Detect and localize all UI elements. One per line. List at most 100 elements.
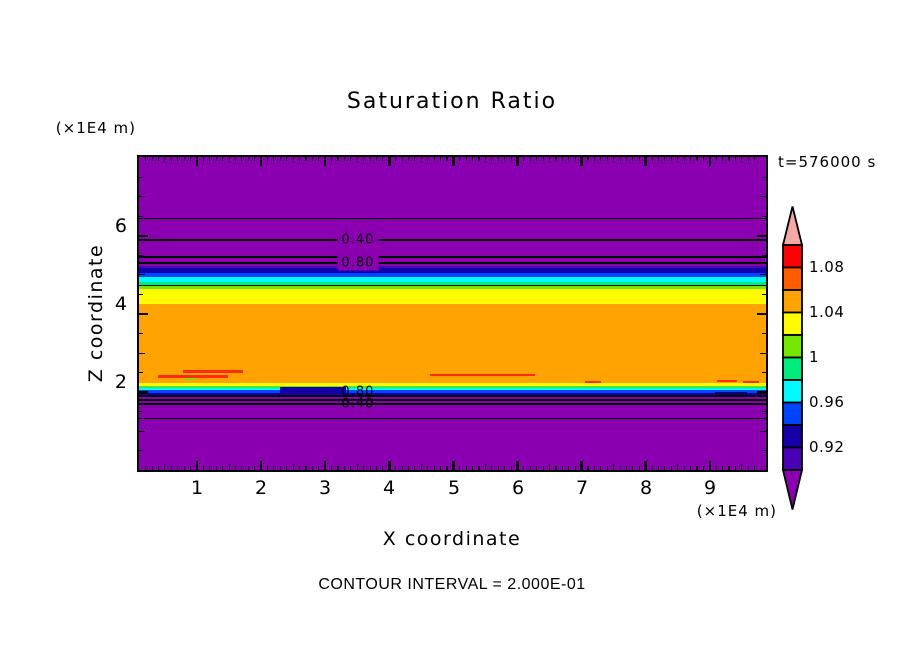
x-tick-label-7: 7 (575, 477, 589, 499)
x-tick-mark (664, 157, 666, 161)
x-tick-label-2: 2 (254, 477, 268, 499)
x-tick-mark (266, 466, 269, 470)
z-tick-mark (762, 372, 766, 374)
z-tick-mark (762, 450, 766, 452)
x-tick-label-6: 6 (511, 477, 525, 499)
x-tick-mark (414, 466, 416, 470)
x-tick-mark (613, 464, 615, 470)
x-tick-mark (202, 466, 204, 470)
colorbar-label-1: 1.04 (809, 303, 845, 321)
z-tick-mark (139, 352, 145, 354)
x-tick-mark (228, 464, 230, 470)
x-tick-mark (568, 466, 570, 470)
x-tick-mark (516, 461, 519, 470)
z-tick-mark (757, 312, 766, 316)
z-tick-mark (762, 215, 766, 217)
x-tick-mark (254, 157, 256, 161)
x-tick-mark (510, 157, 512, 161)
x-tick-mark (459, 157, 461, 161)
color-band-indigo (139, 265, 766, 268)
x-tick-mark (497, 157, 499, 161)
x-tick-mark (145, 466, 147, 470)
x-tick-mark (234, 157, 237, 161)
color-band-blue (139, 389, 766, 393)
x-tick-mark (613, 157, 615, 163)
x-tick-mark (523, 157, 525, 161)
x-tick-label-1: 1 (190, 477, 204, 499)
x-tick-mark (664, 466, 666, 470)
x-tick-mark (363, 157, 365, 161)
x-tick-mark (670, 157, 672, 161)
x-tick-mark (222, 466, 224, 470)
detail-spot (182, 370, 244, 374)
colorbar-segment-orangered (782, 266, 803, 291)
color-band-spring (139, 281, 766, 286)
x-tick-mark (593, 157, 595, 161)
x-tick-mark (170, 157, 172, 161)
x-tick-mark (670, 466, 672, 470)
x-tick-mark (702, 157, 704, 161)
contour-line-0.20 (139, 417, 766, 419)
x-tick-mark (574, 157, 576, 161)
x-tick-mark (440, 466, 442, 470)
x-tick-mark (587, 466, 589, 470)
x-tick-mark (420, 464, 422, 470)
x-tick-mark (529, 157, 531, 161)
z-tick-mark (139, 254, 143, 256)
x-tick-mark (754, 157, 756, 161)
x-tick-mark (350, 157, 352, 161)
x-tick-mark (195, 157, 199, 166)
x-tick-mark (369, 466, 371, 470)
detail-spot (430, 373, 535, 376)
x-tick-mark (741, 157, 743, 163)
x-tick-mark (452, 157, 455, 166)
x-tick-mark (401, 466, 403, 470)
contour-line-0.40 (139, 239, 766, 242)
x-tick-mark (484, 157, 486, 163)
x-tick-mark (395, 157, 397, 161)
contour-line-0.80 (139, 262, 766, 265)
x-tick-mark (497, 466, 499, 470)
x-tick-mark (183, 466, 185, 470)
x-tick-mark (708, 157, 711, 166)
z-axis-title: Z coordinate (85, 243, 107, 383)
z-tick-mark (139, 274, 145, 276)
x-tick-mark (427, 466, 429, 470)
x-tick-mark (548, 464, 551, 470)
x-tick-mark (677, 464, 679, 470)
z-tick-mark (139, 333, 143, 335)
x-tick-mark (331, 466, 333, 470)
x-tick-mark (331, 157, 333, 161)
x-tick-mark (433, 466, 435, 470)
x-tick-mark (446, 466, 448, 470)
color-band-purple (139, 396, 766, 470)
contour-line-0.60 (139, 255, 766, 258)
x-tick-mark (337, 157, 339, 161)
x-tick-mark (683, 466, 685, 470)
x-tick-mark (407, 466, 410, 470)
x-tick-mark (619, 466, 621, 470)
x-tick-mark (337, 466, 339, 470)
x-tick-mark (363, 466, 365, 470)
x-tick-mark (587, 157, 589, 161)
contour-line-0.40 (139, 403, 766, 405)
contour-label-0.80: 0.80 (341, 384, 375, 400)
x-tick-mark (491, 466, 493, 470)
x-tick-mark (747, 157, 749, 161)
z-tick-label-6: 6 (114, 215, 127, 237)
x-tick-mark (728, 157, 730, 161)
z-tick-mark (139, 411, 143, 413)
x-tick-mark (145, 157, 147, 161)
detail-spot (716, 379, 737, 382)
x-tick-mark (395, 466, 397, 470)
x-tick-mark (638, 157, 640, 161)
x-tick-mark (715, 157, 717, 161)
color-band-purple (139, 157, 766, 266)
color-band-spring (139, 387, 766, 389)
x-tick-mark (677, 157, 679, 163)
x-tick-mark (548, 157, 551, 163)
contour-line-1.00 (139, 285, 766, 287)
x-tick-mark (644, 461, 647, 470)
z-tick-mark (139, 176, 143, 178)
